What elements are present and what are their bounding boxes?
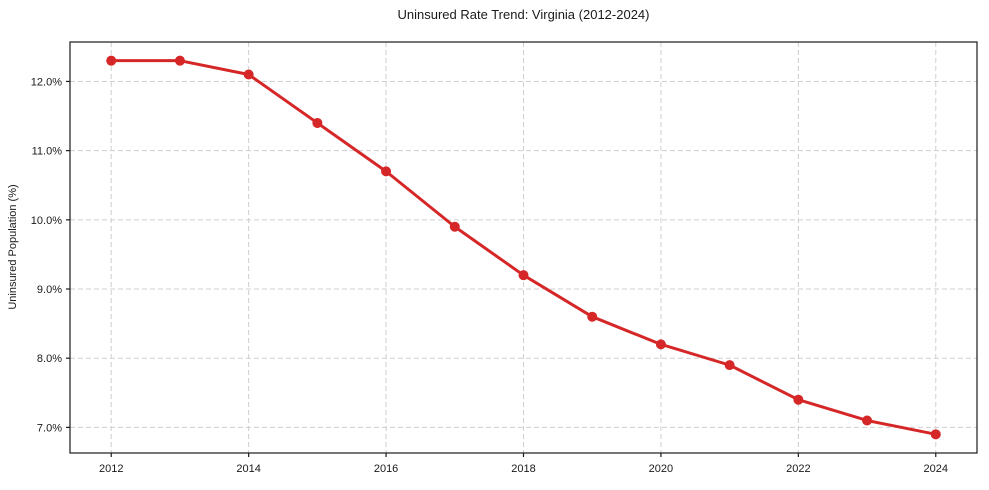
x-tick-label: 2018 — [511, 463, 535, 475]
data-point — [174, 55, 185, 66]
data-point — [587, 311, 598, 322]
data-point — [655, 339, 666, 350]
x-tick-label: 2022 — [786, 463, 810, 475]
y-tick-label: 9.0% — [37, 284, 62, 296]
x-tick-label: 2020 — [649, 463, 673, 475]
data-point — [724, 360, 735, 371]
chart-title: Uninsured Rate Trend: Virginia (2012-202… — [397, 7, 650, 22]
y-tick-label: 8.0% — [37, 353, 62, 365]
y-tick-label: 10.0% — [31, 215, 62, 227]
data-point — [243, 69, 254, 80]
x-tick-label: 2014 — [236, 463, 260, 475]
x-tick-label: 2016 — [374, 463, 398, 475]
data-point — [862, 415, 873, 426]
data-point — [381, 166, 392, 177]
y-tick-label: 11.0% — [32, 146, 63, 158]
x-tick-label: 2024 — [924, 463, 948, 475]
x-tick-label: 2012 — [99, 463, 123, 475]
y-axis-label: Uninsured Population (%) — [7, 184, 19, 310]
data-point — [930, 429, 941, 440]
data-point — [106, 55, 117, 66]
data-point — [793, 394, 804, 405]
data-point — [518, 270, 529, 281]
data-point — [449, 221, 460, 232]
plot-area — [70, 42, 977, 453]
y-tick-label: 7.0% — [37, 422, 62, 434]
y-tick-label: 12.0% — [31, 76, 62, 88]
data-point — [312, 117, 323, 128]
